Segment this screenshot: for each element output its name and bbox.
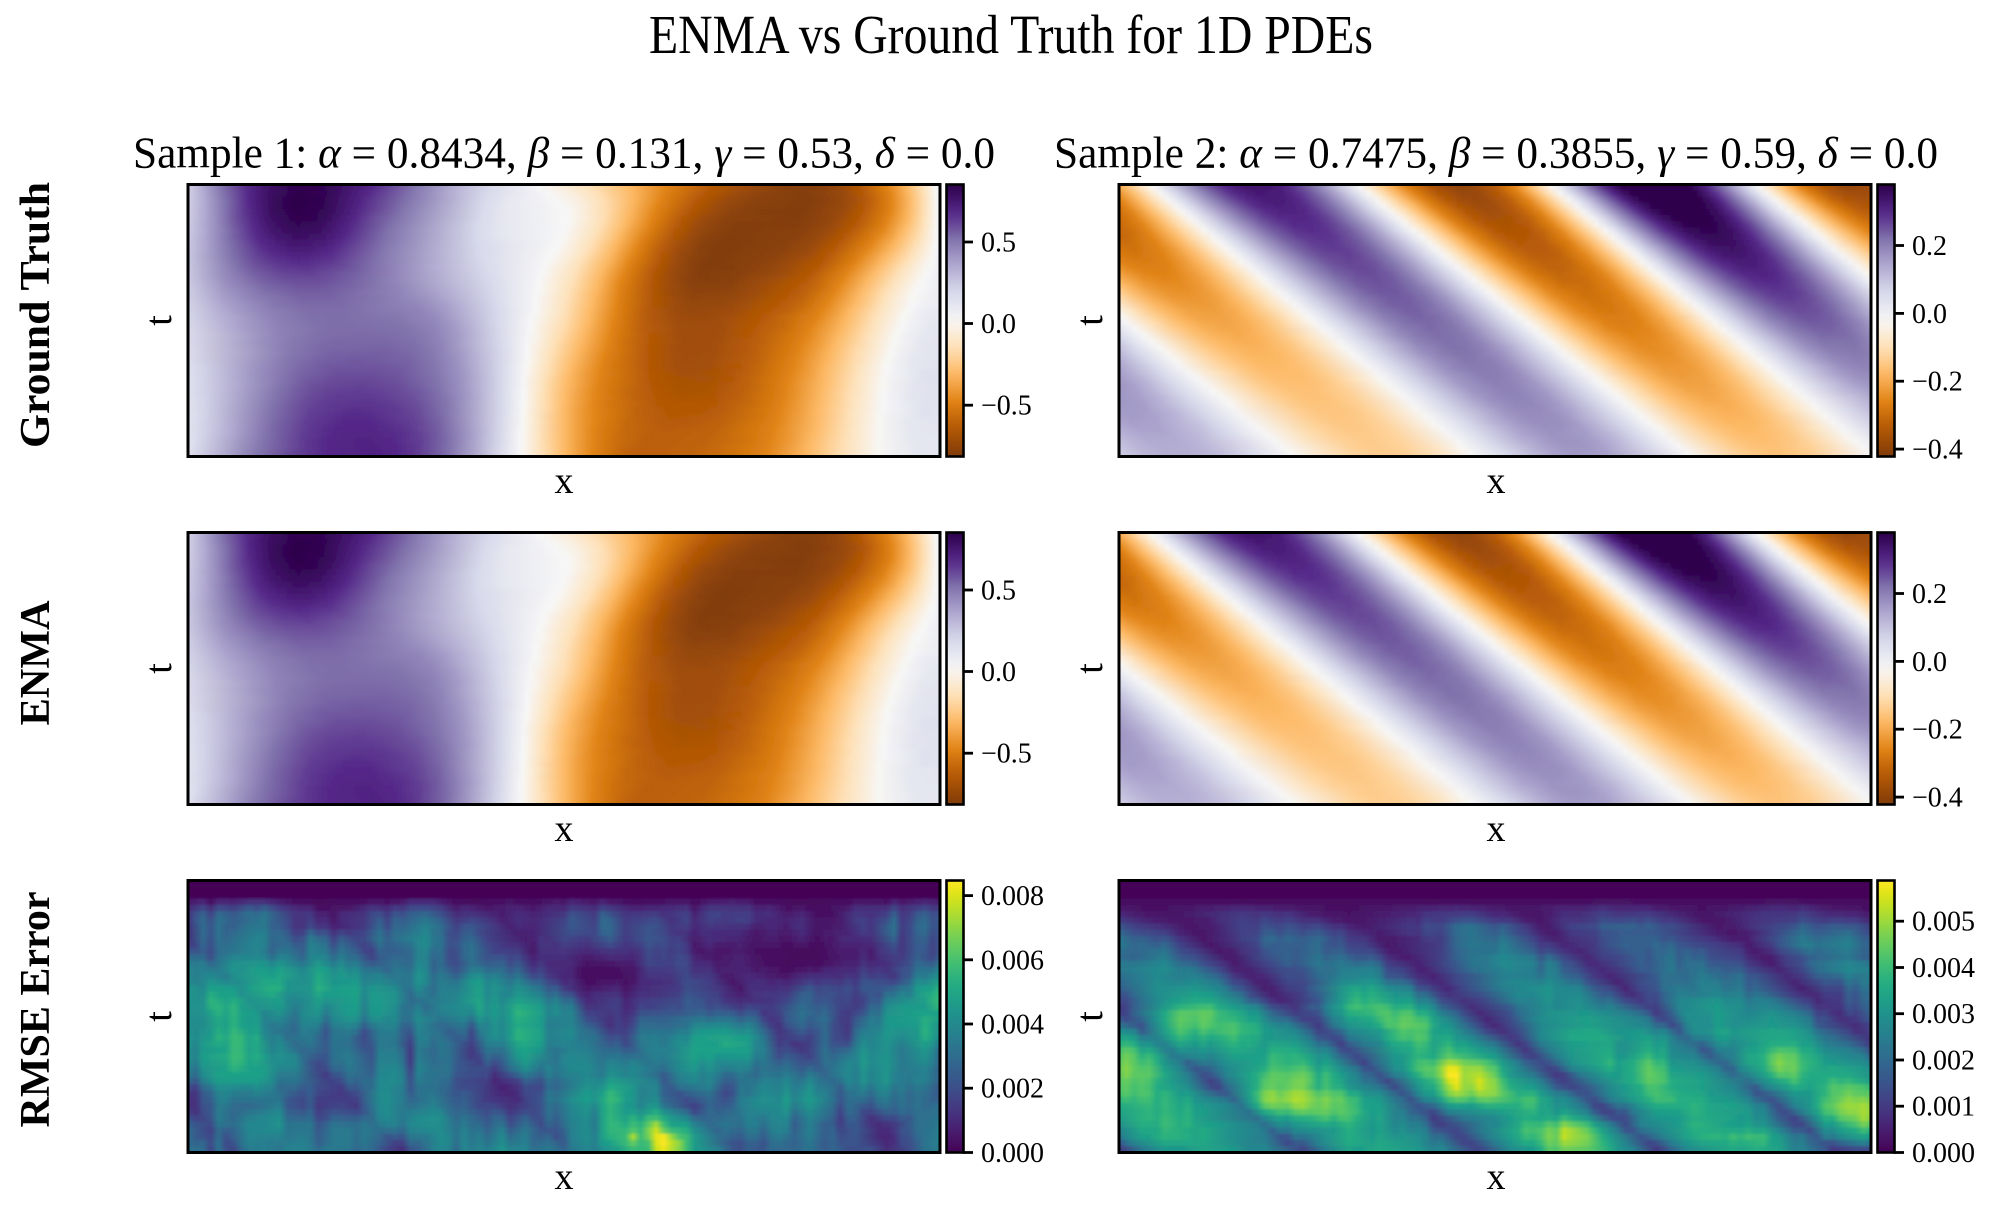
svg-text:0.000: 0.000 xyxy=(981,1138,1044,1169)
svg-text:Sample 1: α = 0.8434, β = 0.13: Sample 1: α = 0.8434, β = 0.131, γ = 0.5… xyxy=(133,128,995,177)
svg-text:ENMA: ENMA xyxy=(13,600,59,726)
svg-text:t: t xyxy=(1069,663,1111,674)
svg-text:0.0: 0.0 xyxy=(981,657,1016,688)
svg-text:−0.2: −0.2 xyxy=(1912,367,1963,398)
svg-text:0.0: 0.0 xyxy=(981,309,1016,340)
svg-text:t: t xyxy=(138,1011,180,1022)
svg-text:0.2: 0.2 xyxy=(1912,231,1947,262)
svg-text:x: x xyxy=(555,1156,574,1198)
svg-text:0.0: 0.0 xyxy=(1912,647,1947,678)
svg-text:ENMA vs Ground Truth for 1D PD: ENMA vs Ground Truth for 1D PDEs xyxy=(649,4,1373,65)
svg-text:−0.2: −0.2 xyxy=(1912,715,1963,746)
svg-text:0.0: 0.0 xyxy=(1912,299,1947,330)
svg-text:0.008: 0.008 xyxy=(981,881,1044,912)
svg-text:t: t xyxy=(138,315,180,326)
svg-text:0.002: 0.002 xyxy=(981,1074,1044,1105)
svg-text:0.001: 0.001 xyxy=(1912,1092,1975,1123)
svg-text:x: x xyxy=(1487,808,1506,850)
svg-text:0.002: 0.002 xyxy=(1912,1046,1975,1077)
svg-text:x: x xyxy=(1487,1156,1506,1198)
svg-text:0.000: 0.000 xyxy=(1912,1138,1975,1169)
svg-text:Sample 2: α = 0.7475, β = 0.38: Sample 2: α = 0.7475, β = 0.3855, γ = 0.… xyxy=(1054,128,1938,177)
svg-text:0.005: 0.005 xyxy=(1912,907,1975,938)
svg-text:RMSE Error: RMSE Error xyxy=(13,892,59,1128)
svg-text:−0.4: −0.4 xyxy=(1912,435,1963,466)
svg-text:t: t xyxy=(1069,315,1111,326)
svg-text:−0.4: −0.4 xyxy=(1912,783,1963,814)
svg-text:0.003: 0.003 xyxy=(1912,999,1975,1030)
svg-text:x: x xyxy=(555,808,574,850)
svg-text:0.5: 0.5 xyxy=(981,228,1016,259)
svg-text:−0.5: −0.5 xyxy=(981,391,1032,422)
svg-text:0.004: 0.004 xyxy=(981,1010,1044,1041)
svg-text:0.2: 0.2 xyxy=(1912,579,1947,610)
svg-text:0.004: 0.004 xyxy=(1912,953,1975,984)
svg-text:0.006: 0.006 xyxy=(981,945,1044,976)
svg-text:0.5: 0.5 xyxy=(981,576,1016,607)
svg-text:x: x xyxy=(1487,460,1506,502)
svg-text:x: x xyxy=(555,460,574,502)
svg-text:Ground Truth: Ground Truth xyxy=(13,182,59,448)
svg-text:t: t xyxy=(138,663,180,674)
svg-text:−0.5: −0.5 xyxy=(981,739,1032,770)
svg-text:t: t xyxy=(1069,1011,1111,1022)
